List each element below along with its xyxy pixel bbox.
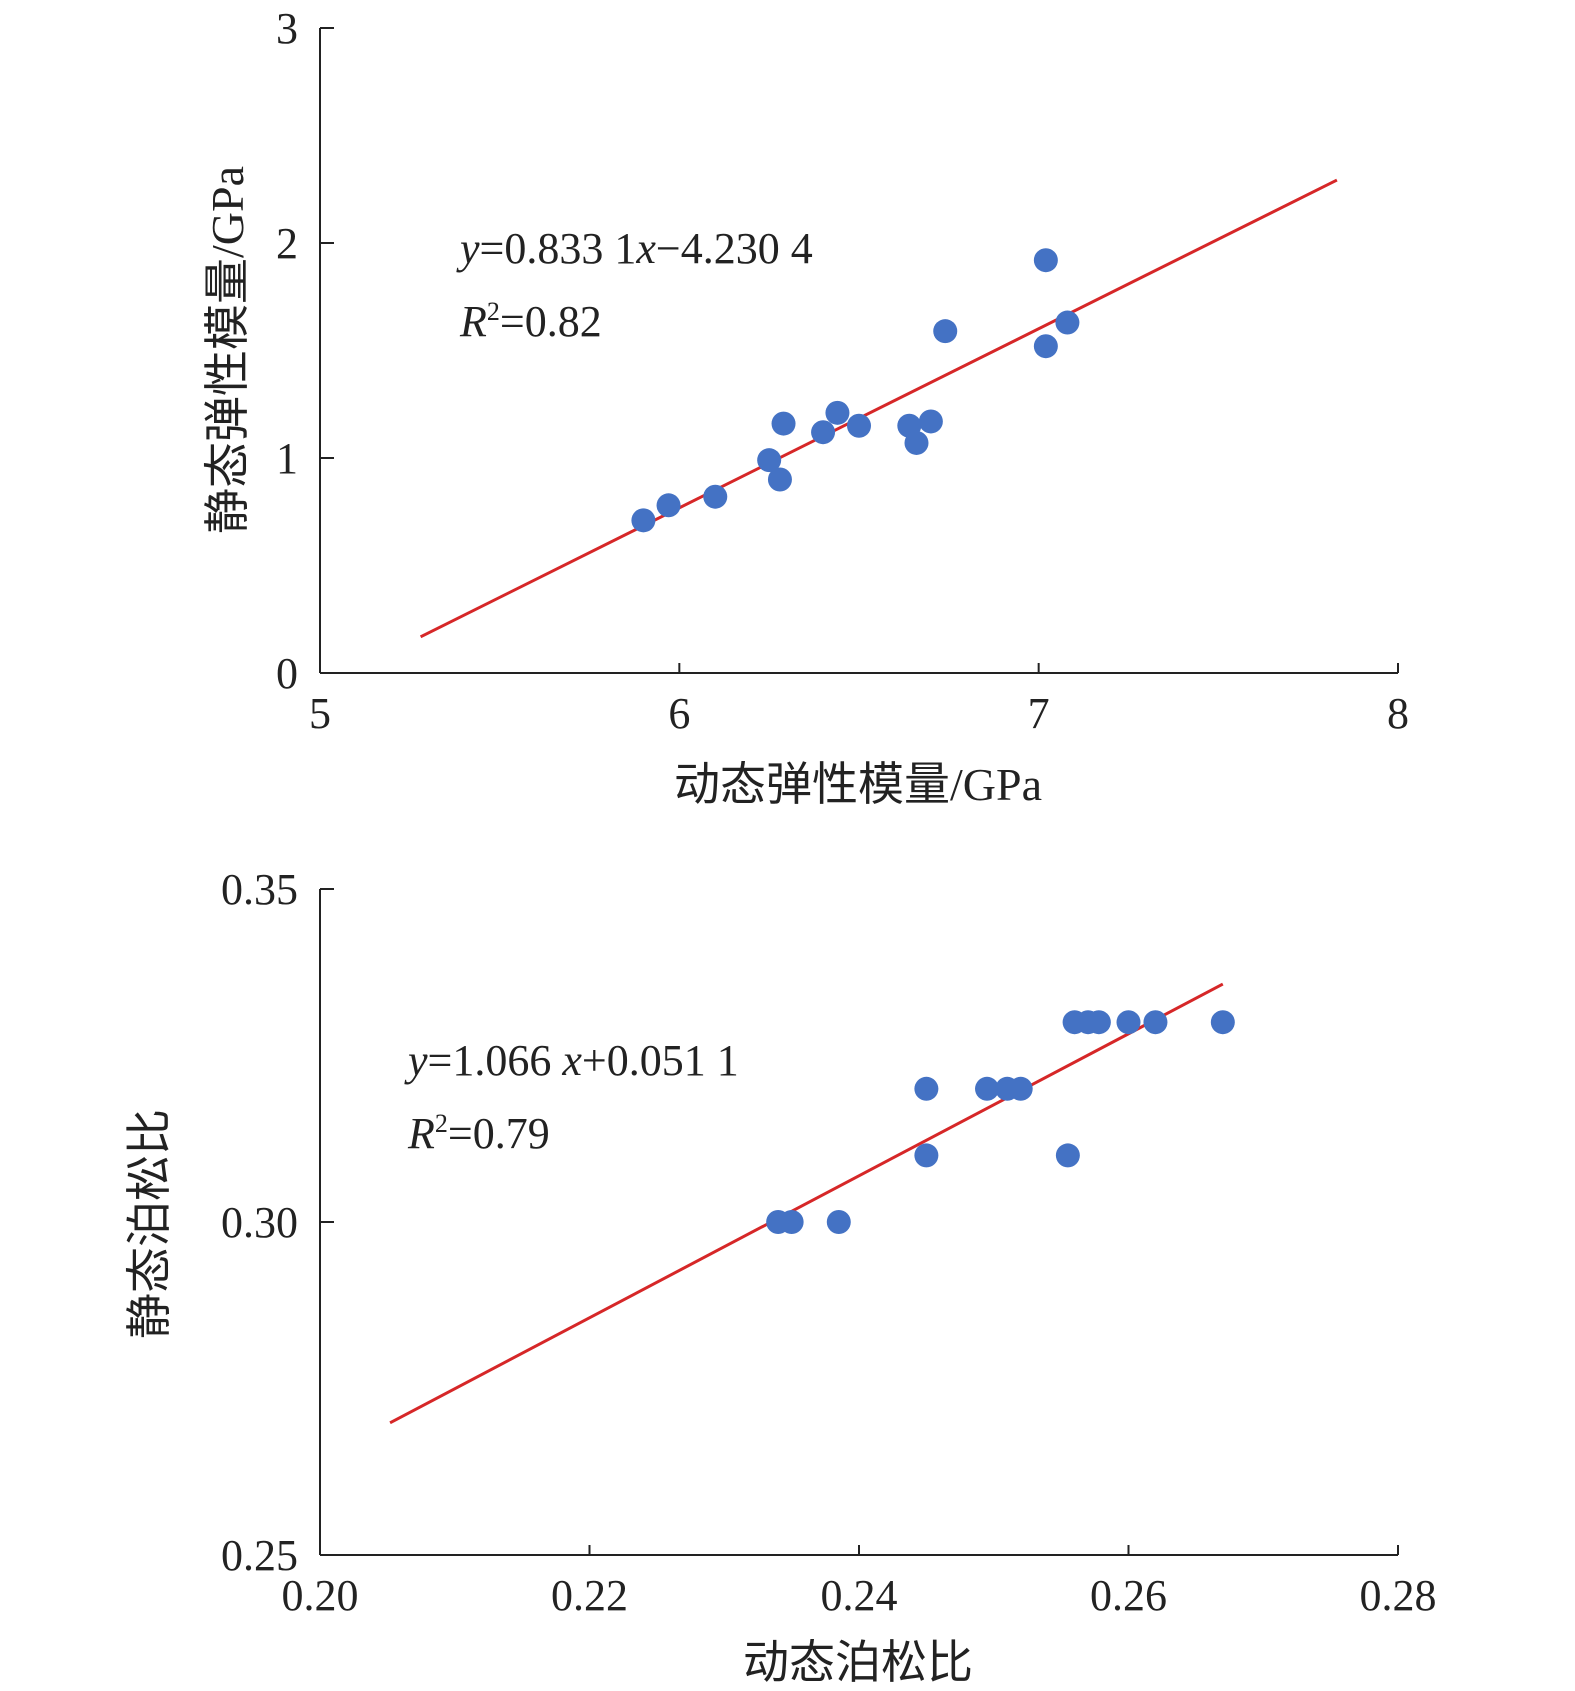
fit-line-group [419,178,1338,639]
regression-equation: y=0.833 1x−4.230 4 [456,224,813,273]
x-tick-label: 0.26 [1090,1571,1167,1620]
data-point [918,409,943,434]
data-point [767,467,792,492]
y-axis-title: 静态泊松比 [124,1109,175,1339]
poisson-ratio-chart: 0.20 0.22 0.24 0.26 0.28 0.25 0.30 0.35 动态泊松比 静… [124,865,1437,1688]
tick-labels: 5 6 7 8 0 1 2 3 [276,4,1409,738]
x-tick-label: 6 [668,689,690,738]
data-point [975,1076,1000,1101]
data-point [914,1143,939,1168]
data-point [656,493,681,518]
data-point [779,1210,804,1234]
data-points [631,248,1080,533]
y-tick-label: 1 [276,434,298,483]
data-point [811,420,836,445]
data-point [1055,310,1080,335]
y-tick-label: 0.35 [221,865,298,914]
data-point [904,430,929,455]
elastic-modulus-chart: 5 6 7 8 0 1 2 3 动态弹性模量/GPa 静态弹性模量/GPa y=0.833 1… [202,4,1409,810]
r-squared: R2=0.79 [407,1109,550,1158]
tick-labels: 0.20 0.22 0.24 0.26 0.28 0.25 0.30 0.35 [221,865,1437,1620]
data-point [1086,1010,1111,1035]
x-axis-title: 动态泊松比 [743,1637,973,1688]
regression-equation: y=1.066 x+0.051 1 [404,1036,739,1085]
x-tick-label: 0.24 [821,1571,898,1620]
data-point [1055,1143,1080,1168]
data-point [757,448,782,473]
y-tick-label: 0 [276,649,298,698]
y-tick-label: 2 [276,219,298,268]
r-squared: R2=0.82 [459,297,602,346]
x-tick-label: 8 [1387,689,1409,738]
data-point [1210,1010,1235,1035]
y-tick-label: 0.30 [221,1198,298,1247]
data-point [847,413,871,438]
data-point [1143,1010,1168,1035]
data-points [766,1010,1235,1234]
data-point [825,400,850,425]
data-point [826,1210,851,1234]
data-point [631,508,656,533]
fit-line [419,178,1338,639]
fit-line [389,982,1224,1425]
x-tick-label: 0.22 [551,1571,628,1620]
data-point [703,484,728,509]
x-tick-label: 7 [1028,689,1050,738]
tick-marks [319,27,1399,674]
y-axis-title: 静态弹性模量/GPa [202,166,253,534]
data-point [771,411,796,436]
data-point [1033,248,1058,273]
data-point [1008,1076,1033,1101]
y-tick-label: 3 [276,4,298,53]
x-tick-label: 5 [309,689,331,738]
data-point [914,1076,939,1101]
x-tick-label: 0.28 [1360,1571,1437,1620]
fit-line-group [389,982,1224,1425]
tick-marks [319,888,1399,1556]
data-point [1033,334,1058,359]
data-point [933,319,958,344]
x-axis-title: 动态弹性模量/GPa [674,759,1042,810]
x-tick-label: 0.20 [282,1571,359,1620]
y-tick-label: 0.25 [221,1531,298,1580]
data-point [1116,1010,1141,1035]
